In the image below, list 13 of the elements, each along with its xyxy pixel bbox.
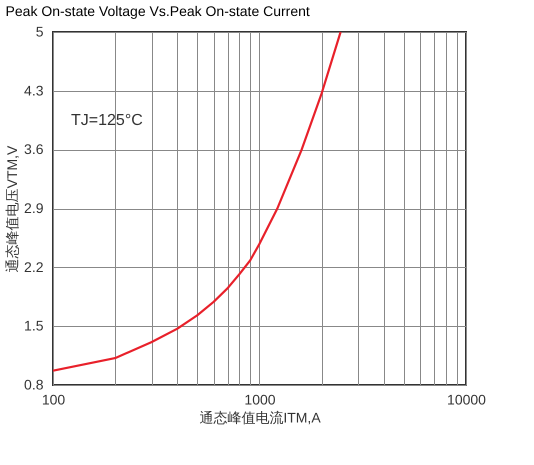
x-tick-label: 1000 xyxy=(244,392,276,408)
x-axis-title: 通态峰值电流ITM,A xyxy=(199,410,322,426)
x-tick-label: 10000 xyxy=(447,392,486,408)
chart-title: Peak On-state Voltage Vs.Peak On-state Current xyxy=(6,3,310,19)
y-tick-label: 4.3 xyxy=(24,82,44,98)
y-tick-label: 5 xyxy=(36,24,44,40)
y-tick-label: 1.5 xyxy=(24,318,44,334)
y-axis-title: 通态峰值电压VTM,V xyxy=(4,144,20,272)
y-tick-label: 0.8 xyxy=(24,376,44,392)
y-tick-label: 2.2 xyxy=(24,258,44,275)
y-tick-label: 3.6 xyxy=(24,141,44,158)
x-tick-label: 100 xyxy=(42,392,66,408)
y-tick-label: 2.9 xyxy=(24,200,44,216)
